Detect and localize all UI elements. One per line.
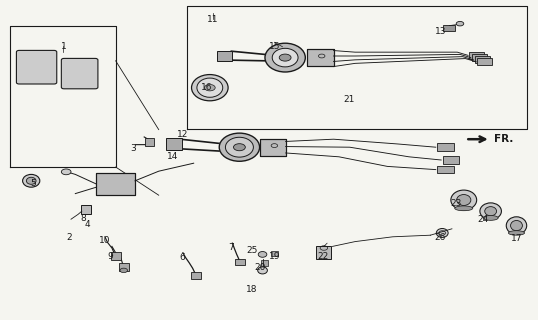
Ellipse shape — [26, 177, 36, 184]
Bar — [307, 49, 334, 67]
Text: 10: 10 — [99, 236, 111, 245]
Bar — [166, 138, 182, 150]
Ellipse shape — [204, 84, 215, 91]
Bar — [472, 54, 487, 61]
Bar — [443, 25, 455, 31]
Ellipse shape — [506, 217, 527, 234]
Ellipse shape — [511, 220, 522, 231]
FancyBboxPatch shape — [61, 58, 98, 89]
Bar — [271, 251, 278, 256]
Ellipse shape — [120, 268, 128, 273]
Ellipse shape — [483, 216, 498, 220]
Ellipse shape — [272, 48, 298, 67]
Bar — [260, 139, 286, 156]
Text: 23: 23 — [450, 199, 462, 208]
Bar — [469, 52, 484, 59]
Ellipse shape — [220, 133, 259, 161]
Ellipse shape — [197, 78, 223, 97]
Text: 2: 2 — [66, 233, 72, 242]
Bar — [437, 143, 454, 151]
Text: 4: 4 — [85, 220, 90, 229]
Text: 22: 22 — [317, 252, 328, 261]
Bar — [217, 51, 232, 61]
Text: 26: 26 — [434, 233, 446, 242]
Ellipse shape — [61, 169, 71, 175]
Text: 20: 20 — [254, 263, 266, 272]
Bar — [477, 58, 492, 65]
Text: 8: 8 — [81, 214, 86, 223]
Ellipse shape — [456, 21, 464, 26]
Bar — [119, 263, 129, 271]
Text: 14: 14 — [166, 152, 178, 161]
Bar — [96, 173, 135, 195]
Ellipse shape — [265, 43, 306, 72]
Text: 19: 19 — [268, 252, 280, 261]
Text: 18: 18 — [246, 285, 258, 294]
Text: 12: 12 — [177, 130, 189, 139]
Bar — [261, 260, 268, 266]
Bar — [316, 246, 331, 259]
Ellipse shape — [457, 195, 471, 205]
Ellipse shape — [258, 267, 267, 274]
Text: 11: 11 — [207, 15, 218, 24]
Text: 21: 21 — [343, 95, 355, 104]
Bar — [81, 205, 91, 214]
Ellipse shape — [192, 75, 228, 101]
Bar — [475, 56, 490, 63]
Text: 16: 16 — [201, 84, 213, 92]
Ellipse shape — [436, 228, 448, 237]
Bar — [443, 156, 459, 164]
Text: 25: 25 — [246, 246, 258, 255]
Text: FR.: FR. — [494, 134, 513, 144]
Text: 3: 3 — [131, 144, 136, 153]
Text: 17: 17 — [511, 234, 522, 243]
Bar — [260, 139, 286, 156]
Bar — [437, 166, 454, 173]
Text: 1: 1 — [61, 42, 66, 51]
Bar — [235, 259, 245, 265]
Text: 24: 24 — [478, 215, 489, 224]
Ellipse shape — [233, 144, 245, 151]
Bar — [191, 272, 201, 279]
FancyBboxPatch shape — [17, 50, 57, 84]
Text: 13: 13 — [435, 28, 447, 36]
Bar — [96, 173, 135, 195]
Ellipse shape — [23, 174, 40, 187]
Ellipse shape — [480, 203, 501, 220]
Bar — [111, 252, 121, 260]
Bar — [145, 138, 154, 146]
Bar — [307, 49, 334, 67]
Text: 15: 15 — [268, 42, 280, 51]
Ellipse shape — [455, 206, 473, 211]
Text: 5: 5 — [31, 180, 36, 188]
Text: 9: 9 — [108, 252, 113, 261]
Text: 7: 7 — [229, 244, 234, 252]
Ellipse shape — [225, 137, 253, 157]
Ellipse shape — [258, 252, 267, 257]
Ellipse shape — [485, 207, 497, 216]
Text: 6: 6 — [179, 253, 185, 262]
Ellipse shape — [451, 190, 477, 210]
Ellipse shape — [508, 231, 525, 235]
Ellipse shape — [279, 54, 291, 61]
